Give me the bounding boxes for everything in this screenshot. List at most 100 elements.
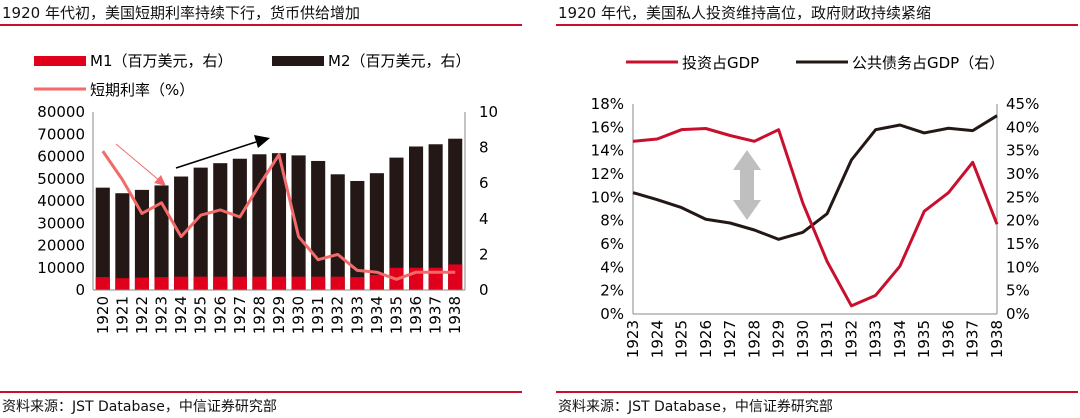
x-tick-label: 1933	[867, 320, 885, 358]
bar-m1	[115, 278, 130, 290]
x-tick-label: 1925	[192, 296, 210, 334]
right-chart: 投资占GDP 公共债务占GDP（右） 0% 2% 4% 6% 8% 10% 12% 14% 16% 1…	[591, 54, 1040, 358]
annotation-arrow-up	[175, 141, 257, 169]
x-tick-label: 1923	[624, 320, 642, 358]
y-tick-left: 50000	[37, 170, 85, 188]
y-tick-right: 0	[479, 281, 489, 299]
x-tick-label: 1924	[648, 320, 666, 358]
x-tick-label: 1935	[387, 296, 405, 334]
bar-m1	[213, 276, 228, 290]
bar-m1	[232, 276, 247, 290]
y-tick-left: 70000	[37, 125, 85, 143]
y-tick-right: 30%	[1006, 165, 1039, 183]
bar-m1	[154, 277, 169, 290]
bar-m2	[95, 187, 110, 290]
x-tick-label: 1927	[231, 296, 249, 334]
bar-m2	[213, 163, 228, 290]
legend-label-rate: 短期利率（%）	[90, 81, 194, 99]
x-tick-label: 1922	[133, 296, 151, 334]
x-tick-label: 1938	[446, 296, 464, 334]
annotation-double-arrow-shaft	[740, 168, 754, 202]
y-tick-left: 0%	[600, 305, 624, 323]
bar-m2	[271, 153, 287, 290]
y-tick-right: 5%	[1006, 282, 1030, 300]
bar-m1	[350, 277, 365, 290]
bar-m1	[311, 276, 326, 290]
x-tick-label: 1923	[153, 296, 171, 334]
y-tick-left: 10000	[37, 259, 85, 277]
right-source-note: 资料来源：JST Database，中信证券研究部	[558, 399, 833, 415]
bar-m1	[134, 277, 149, 290]
bar-m2	[134, 189, 149, 290]
x-tick-label: 1932	[329, 296, 347, 334]
left-chart-title: 1920 年代初，美国短期利率持续下行，货币供给增加	[2, 4, 360, 22]
y-tick-left: 16%	[591, 118, 624, 136]
bar-m2	[115, 193, 130, 290]
bar-m2	[369, 173, 384, 290]
x-tick-label: 1931	[309, 296, 327, 334]
x-tick-label: 1938	[988, 320, 1006, 358]
bar-m2	[409, 146, 424, 290]
x-tick-label: 1936	[407, 296, 425, 334]
y-tick-right: 25%	[1006, 188, 1039, 206]
y-tick-right: 15%	[1006, 235, 1039, 253]
y-tick-left: 14%	[591, 142, 624, 160]
left-chart: M1（百万美元，右） M2（百万美元，右） 短期利率（%） 0 10000 20000 30…	[34, 52, 498, 334]
x-tick-label: 1930	[794, 320, 812, 358]
x-tick-label: 1927	[721, 320, 739, 358]
x-tick-label: 1930	[290, 296, 308, 334]
bar-m2	[428, 144, 443, 290]
x-tick-label: 1937	[427, 296, 445, 334]
legend-swatch-m2	[272, 56, 324, 66]
y-tick-left: 40000	[37, 192, 85, 210]
y-tick-right: 10%	[1006, 258, 1039, 276]
y-tick-left: 20000	[37, 237, 85, 255]
left-panel: 1920 年代初，美国短期利率持续下行，货币供给增加 M1（百万美元，右） M2（…	[0, 0, 524, 418]
bar-m2	[330, 174, 345, 290]
bar-m1	[330, 276, 345, 290]
bar-m2	[389, 157, 404, 290]
bar-m1	[271, 276, 287, 290]
x-tick-label: 1925	[673, 320, 691, 358]
annotation-arrow-up-head	[254, 135, 270, 148]
y-tick-left: 2%	[600, 282, 624, 300]
annotation-arrow-down	[115, 143, 161, 182]
y-tick-right: 35%	[1006, 142, 1039, 160]
y-tick-left: 60000	[37, 148, 85, 166]
legend-label-m1: M1（百万美元，右）	[90, 52, 233, 70]
line-public-debt	[632, 114, 998, 241]
bar-m1	[448, 264, 463, 290]
left-bottom-rule	[0, 391, 522, 393]
right-bottom-rule	[556, 391, 1078, 393]
right-chart-title: 1920 年代，美国私人投资维持高位，政府财政持续紧缩	[558, 4, 931, 22]
y-tick-right: 4	[479, 210, 489, 228]
bar-m2	[448, 138, 463, 290]
y-tick-left: 4%	[600, 258, 624, 276]
bar-m1	[193, 276, 208, 290]
x-tick-label: 1937	[964, 320, 982, 358]
y-tick-right: 0%	[1006, 305, 1030, 323]
right-panel: 1920 年代，美国私人投资维持高位，政府财政持续紧缩 投资占GDP 公共债务占G…	[556, 0, 1080, 418]
bar-m1	[252, 276, 267, 290]
bar-m2	[232, 158, 247, 290]
legend-swatch-m1	[34, 56, 86, 66]
x-tick-label: 1934	[891, 320, 909, 358]
x-tick-label: 1934	[368, 296, 386, 334]
x-tick-label: 1929	[270, 296, 288, 334]
x-tick-label: 1926	[211, 296, 229, 334]
y-tick-left: 80000	[37, 103, 85, 121]
x-tick-label: 1920	[94, 296, 112, 334]
line-short-rate	[101, 150, 456, 281]
bar-m1	[369, 274, 384, 290]
bar-m2	[174, 176, 189, 290]
x-tick-label: 1926	[697, 320, 715, 358]
bar-m2	[311, 160, 326, 290]
legend-label-m2: M2（百万美元，右）	[328, 52, 471, 70]
left-source-note: 资料来源：JST Database，中信证券研究部	[2, 399, 277, 415]
bar-m2	[350, 180, 365, 290]
y-tick-left: 18%	[591, 95, 624, 113]
x-tick-label: 1924	[172, 296, 190, 334]
x-tick-label: 1928	[250, 296, 268, 334]
y-tick-left: 10%	[591, 188, 624, 206]
x-tick-label: 1935	[915, 320, 933, 358]
